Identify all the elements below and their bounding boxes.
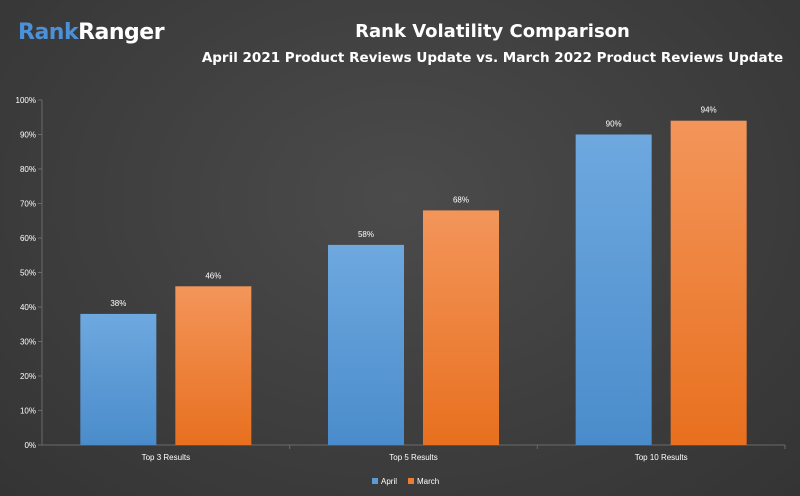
y-tick-label: 90%	[20, 131, 36, 140]
legend: April March	[372, 477, 439, 486]
y-tick-label: 0%	[24, 441, 36, 450]
rankranger-logo: RankRanger	[18, 20, 165, 45]
legend-label-april: April	[381, 477, 397, 486]
data-label: 38%	[110, 299, 126, 308]
legend-label-march: March	[417, 477, 439, 486]
bars	[80, 120, 747, 445]
y-tick-label: 70%	[20, 200, 36, 209]
x-tick-label: Top 5 Results	[389, 453, 437, 462]
data-labels: 38% 46% 58% 68% 90% 94%	[110, 106, 716, 308]
y-tick-label: 30%	[20, 338, 36, 347]
data-label: 90%	[606, 120, 622, 129]
logo-ranger: Ranger	[78, 20, 165, 45]
y-tick-label: 80%	[20, 165, 36, 174]
data-label: 68%	[453, 195, 469, 204]
legend-swatch-april	[372, 478, 378, 484]
logo-rank: Rank	[18, 20, 79, 45]
x-tick-label: Top 3 Results	[142, 453, 190, 462]
y-tick-label: 20%	[20, 372, 36, 381]
bar-april	[80, 313, 157, 445]
legend-swatch-march	[408, 478, 414, 484]
x-tick-label: Top 10 Results	[635, 453, 688, 462]
data-label: 58%	[358, 230, 374, 239]
bar-march	[670, 120, 747, 445]
y-tick-label: 50%	[20, 269, 36, 278]
bar-april	[575, 134, 652, 445]
y-tick-label: 10%	[20, 407, 36, 416]
data-label: 46%	[205, 271, 221, 280]
chart-title: Rank Volatility Comparison	[355, 21, 630, 42]
y-tick-label: 60%	[20, 234, 36, 243]
bar-march	[175, 286, 252, 445]
y-tick-label: 40%	[20, 303, 36, 312]
bar-april	[328, 244, 404, 445]
y-tick-label: 100%	[16, 96, 36, 105]
data-label: 94%	[701, 106, 717, 115]
bar-march	[423, 210, 499, 445]
axes: 0% 10% 20% 30% 40% 50% 60% 70% 80% 90% 100% Top 3 R…	[16, 96, 786, 462]
chart-subtitle: April 2021 Product Reviews Update vs. Ma…	[201, 50, 784, 66]
